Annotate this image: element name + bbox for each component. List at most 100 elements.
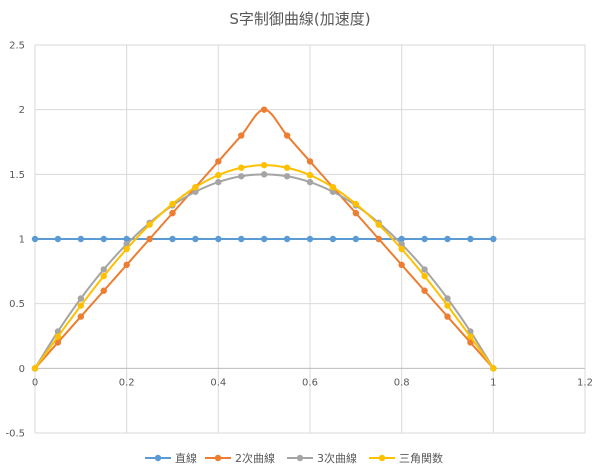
data-point bbox=[146, 235, 153, 243]
legend-marker bbox=[296, 454, 304, 462]
data-point bbox=[306, 171, 314, 179]
data-point bbox=[100, 266, 107, 273]
legend-marker bbox=[378, 454, 386, 462]
legend-label: 直線 bbox=[175, 451, 197, 465]
data-point bbox=[329, 235, 337, 243]
data-point bbox=[375, 235, 382, 243]
legend-item: 三角関数 bbox=[369, 452, 443, 465]
series-1 bbox=[31, 235, 497, 243]
data-point bbox=[260, 106, 268, 113]
data-point bbox=[260, 161, 268, 169]
data-point bbox=[238, 235, 245, 243]
data-point bbox=[192, 188, 199, 195]
legend-label: 3次曲線 bbox=[317, 451, 357, 465]
data-point bbox=[123, 261, 130, 269]
y-tick-label: -0.5 bbox=[5, 429, 25, 440]
data-point bbox=[352, 209, 360, 217]
series-4 bbox=[31, 161, 497, 372]
data-point bbox=[215, 235, 222, 243]
data-point bbox=[352, 200, 360, 208]
y-tick-label: 1.5 bbox=[9, 170, 25, 181]
data-point bbox=[192, 184, 199, 191]
data-point bbox=[283, 164, 291, 171]
data-point bbox=[352, 235, 360, 243]
legend: 直線 2次曲線 3次曲線 三角関数 bbox=[145, 451, 443, 465]
data-point bbox=[306, 178, 314, 186]
series-group bbox=[31, 106, 497, 372]
data-point bbox=[238, 164, 245, 171]
data-point bbox=[77, 302, 85, 309]
data-point bbox=[31, 365, 39, 372]
data-point bbox=[215, 171, 222, 179]
y-tick-label: 2.5 bbox=[9, 41, 25, 52]
legend-marker bbox=[154, 454, 162, 462]
x-tick-label: 0.4 bbox=[210, 377, 226, 388]
data-point bbox=[444, 235, 451, 243]
legend-item: 2次曲線 bbox=[205, 451, 275, 465]
data-point bbox=[283, 132, 291, 139]
data-point bbox=[77, 235, 85, 243]
data-point bbox=[123, 235, 130, 243]
data-point bbox=[421, 272, 428, 280]
data-point bbox=[100, 272, 107, 280]
data-point bbox=[467, 333, 474, 340]
x-tick-label: 0.6 bbox=[302, 377, 318, 388]
data-point bbox=[306, 235, 314, 243]
data-point bbox=[398, 235, 405, 243]
data-point bbox=[100, 235, 107, 243]
data-point bbox=[169, 200, 176, 208]
data-point bbox=[215, 158, 222, 165]
data-point bbox=[398, 261, 405, 269]
data-point bbox=[238, 132, 245, 139]
data-point bbox=[260, 171, 268, 178]
data-point bbox=[260, 235, 268, 243]
data-point bbox=[421, 235, 428, 243]
data-point bbox=[31, 235, 39, 243]
data-point bbox=[329, 184, 337, 191]
legend-marker bbox=[214, 454, 222, 462]
data-point bbox=[192, 235, 199, 243]
x-tick-label: 0.2 bbox=[119, 377, 135, 388]
data-point bbox=[467, 339, 474, 346]
data-point bbox=[100, 287, 107, 294]
data-point bbox=[169, 235, 176, 243]
y-tick-label: 0 bbox=[19, 364, 25, 375]
data-point bbox=[329, 188, 337, 195]
data-point bbox=[283, 235, 291, 243]
legend-item: 直線 bbox=[145, 451, 197, 465]
data-point bbox=[54, 235, 62, 243]
data-point bbox=[77, 313, 85, 320]
y-tick-label: 2 bbox=[19, 105, 25, 116]
data-point bbox=[283, 173, 291, 180]
data-point bbox=[490, 365, 497, 372]
data-point bbox=[398, 245, 405, 253]
data-point bbox=[169, 209, 176, 217]
data-point bbox=[306, 158, 314, 165]
data-point bbox=[444, 295, 451, 302]
data-point bbox=[123, 245, 130, 253]
data-point bbox=[77, 295, 85, 302]
y-tick-label: 1 bbox=[19, 235, 25, 246]
legend-label: 三角関数 bbox=[399, 452, 443, 465]
data-point bbox=[421, 287, 428, 294]
tick-labels: -0.5 0 0.5 1 1.5 2 2.5 0 0.2 0.4 0.6 0.8 1 1.2 bbox=[5, 41, 592, 440]
legend-label: 2次曲線 bbox=[235, 451, 275, 465]
data-point bbox=[444, 302, 451, 309]
data-point bbox=[215, 178, 222, 186]
data-point bbox=[375, 221, 382, 228]
x-tick-label: 1.2 bbox=[577, 377, 593, 388]
y-tick-label: 0.5 bbox=[9, 299, 25, 310]
series-3 bbox=[31, 171, 497, 372]
x-tick-label: 0.8 bbox=[394, 377, 410, 388]
x-tick-label: 1 bbox=[490, 377, 496, 388]
data-point bbox=[490, 235, 497, 243]
data-point bbox=[54, 339, 62, 346]
data-point bbox=[146, 221, 153, 228]
data-point bbox=[467, 235, 474, 243]
x-tick-label: 0 bbox=[32, 377, 38, 388]
data-point bbox=[54, 333, 62, 340]
legend-item: 3次曲線 bbox=[287, 451, 357, 465]
data-point bbox=[238, 173, 245, 180]
